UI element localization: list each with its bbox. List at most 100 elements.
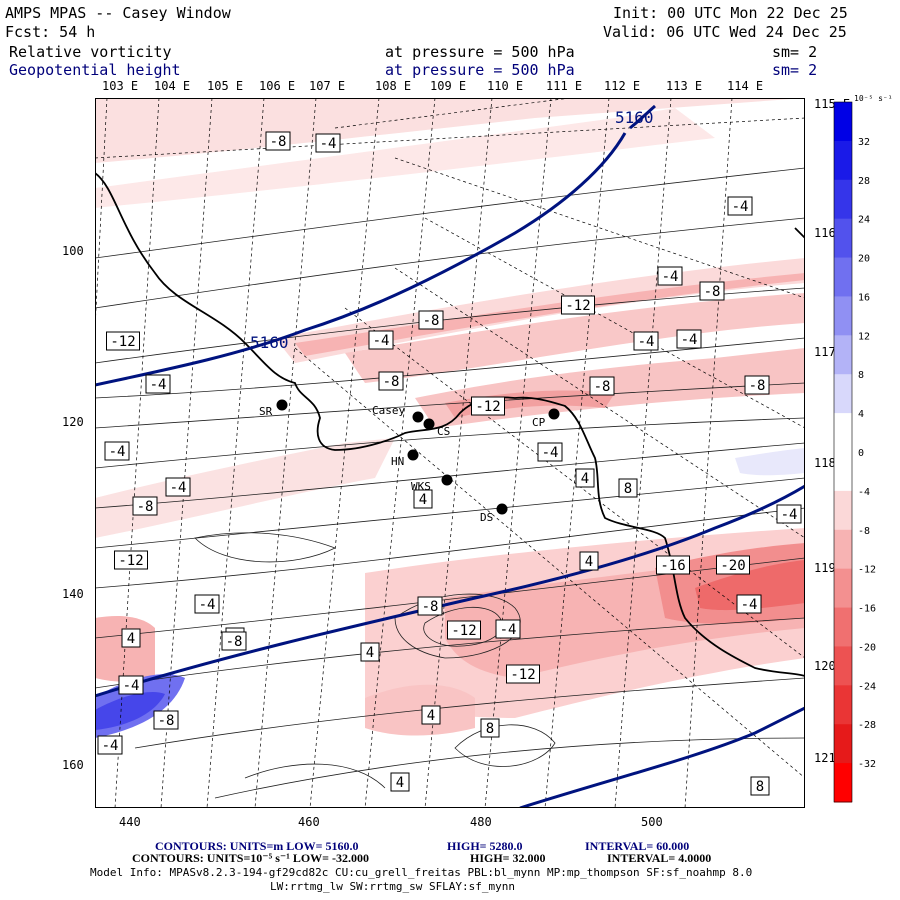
colorbar-swatch xyxy=(834,607,852,647)
vorticity-label: 8 xyxy=(618,478,638,498)
lon-label-top: 103 E xyxy=(102,79,139,93)
station-label: HN xyxy=(391,455,404,468)
field2-level: at pressure = 500 hPa xyxy=(385,61,575,79)
colorbar-swatch xyxy=(834,102,852,142)
svg-text:8: 8 xyxy=(756,779,764,795)
coastline xyxy=(95,172,805,677)
colorbar-swatch xyxy=(834,257,852,297)
colorbar-tick-label: 28 xyxy=(858,176,870,187)
vorticity-label: -8 xyxy=(744,375,770,395)
vorticity-label: -8 xyxy=(378,371,404,391)
svg-text:4: 4 xyxy=(585,554,593,570)
svg-text:4: 4 xyxy=(581,471,589,487)
field2-smooth: sm= 2 xyxy=(772,61,818,79)
colorbar-swatch xyxy=(834,218,852,259)
x-tick-label: 460 xyxy=(298,815,320,829)
svg-text:-12: -12 xyxy=(451,623,476,639)
colorbar-tick-label: -20 xyxy=(858,642,876,653)
footer-height-high: HIGH= 5280.0 xyxy=(447,839,523,853)
svg-text:-8: -8 xyxy=(137,499,154,515)
svg-text:-12: -12 xyxy=(475,399,500,415)
vorticity-label: -4 xyxy=(537,442,563,462)
vorticity-label: -4 xyxy=(657,266,683,286)
vorticity-label: -8 xyxy=(221,631,247,651)
svg-text:-12: -12 xyxy=(110,334,135,350)
svg-text:-4: -4 xyxy=(320,136,337,152)
y-tick-label: 140 xyxy=(62,587,84,601)
lon-label-top: 108 E xyxy=(375,79,412,93)
vorticity-label: -16 xyxy=(656,555,690,575)
vorticity-label: -8 xyxy=(418,310,444,330)
model-info-2: LW:rrtmg_lw SW:rrtmg_sw SFLAY:sf_mynn xyxy=(270,880,516,893)
svg-text:4: 4 xyxy=(419,492,427,508)
footer-vort-high: HIGH= 32.000 xyxy=(470,851,546,865)
lon-label-top: 111 E xyxy=(546,79,583,93)
colorbar-swatch xyxy=(834,490,852,531)
svg-text:-8: -8 xyxy=(749,378,766,394)
svg-text:-8: -8 xyxy=(158,713,175,729)
station-label: CS xyxy=(437,425,450,438)
colorbar-swatch xyxy=(834,646,852,686)
colorbar-tick-label: -16 xyxy=(858,604,876,615)
colorbar-swatch xyxy=(834,296,852,336)
vorticity-label: -8 xyxy=(132,496,158,516)
colorbar-swatch xyxy=(834,529,852,570)
station-marker xyxy=(548,408,560,420)
vorticity-label: 4 xyxy=(575,468,595,488)
colorbar-swatch xyxy=(834,452,852,492)
station-label: SR xyxy=(259,405,273,418)
vorticity-label: -4 xyxy=(165,477,191,497)
svg-text:-12: -12 xyxy=(510,667,535,683)
colorbar-tick-label: -24 xyxy=(858,681,876,692)
colorbar-swatch xyxy=(834,179,852,220)
vorticity-label: -12 xyxy=(506,664,540,684)
colorbar-tick-label: -4 xyxy=(858,487,870,498)
vorticity-label: -4 xyxy=(676,329,702,349)
footer-height-interval: INTERVAL= 60.000 xyxy=(585,839,690,853)
lon-label-top: 107 E xyxy=(309,79,346,93)
vorticity-label: 4 xyxy=(360,642,380,662)
svg-text:-4: -4 xyxy=(638,334,655,350)
vorticity-label: -12 xyxy=(447,620,481,640)
field1-level: at pressure = 500 hPa xyxy=(385,43,575,61)
vorticity-label: -20 xyxy=(716,555,750,575)
svg-text:8: 8 xyxy=(624,481,632,497)
svg-text:4: 4 xyxy=(127,631,135,647)
lon-label-top: 109 E xyxy=(430,79,467,93)
svg-text:-4: -4 xyxy=(109,444,126,460)
svg-text:-12: -12 xyxy=(565,298,590,314)
svg-text:-4: -4 xyxy=(373,333,390,349)
colorbar-tick-label: 24 xyxy=(858,215,870,226)
svg-text:-4: -4 xyxy=(542,445,559,461)
station-marker xyxy=(441,474,453,486)
svg-text:-4: -4 xyxy=(732,199,749,215)
y-tick-label: 160 xyxy=(62,758,84,772)
svg-text:-4: -4 xyxy=(150,377,167,393)
footer-height-contours: CONTOURS: UNITS=m LOW= 5160.0 xyxy=(155,839,359,853)
colorbar-swatch xyxy=(834,140,852,181)
svg-text:-4: -4 xyxy=(170,480,187,496)
vorticity-label: -4 xyxy=(315,133,341,153)
colorbar-tick-label: 16 xyxy=(858,292,870,303)
colorbar-swatch xyxy=(834,763,852,803)
svg-text:-8: -8 xyxy=(270,134,287,150)
colorbar-tick-label: 12 xyxy=(858,331,870,342)
svg-text:-4: -4 xyxy=(781,507,798,523)
lon-label-top: 104 E xyxy=(154,79,191,93)
station-marker xyxy=(423,418,435,430)
vorticity-label: -12 xyxy=(106,331,140,351)
x-tick-label: 500 xyxy=(641,815,663,829)
footer-vort-interval: INTERVAL= 4.0000 xyxy=(607,851,712,865)
svg-text:-4: -4 xyxy=(123,678,140,694)
svg-text:-4: -4 xyxy=(662,269,679,285)
height-label: 5160 xyxy=(615,108,654,127)
svg-text:4: 4 xyxy=(366,645,374,661)
vorticity-map: 5160 5160 SR Casey CS CP HN WKS DS -8 -4-… xyxy=(95,98,805,808)
svg-text:-4: -4 xyxy=(500,622,517,638)
vorticity-label: -4 xyxy=(727,196,753,216)
vorticity-label: -4 xyxy=(368,330,394,350)
height-label: 5160 xyxy=(250,333,289,352)
station-marker xyxy=(407,449,419,461)
svg-text:-8: -8 xyxy=(423,313,440,329)
vorticity-label: -4 xyxy=(104,441,130,461)
